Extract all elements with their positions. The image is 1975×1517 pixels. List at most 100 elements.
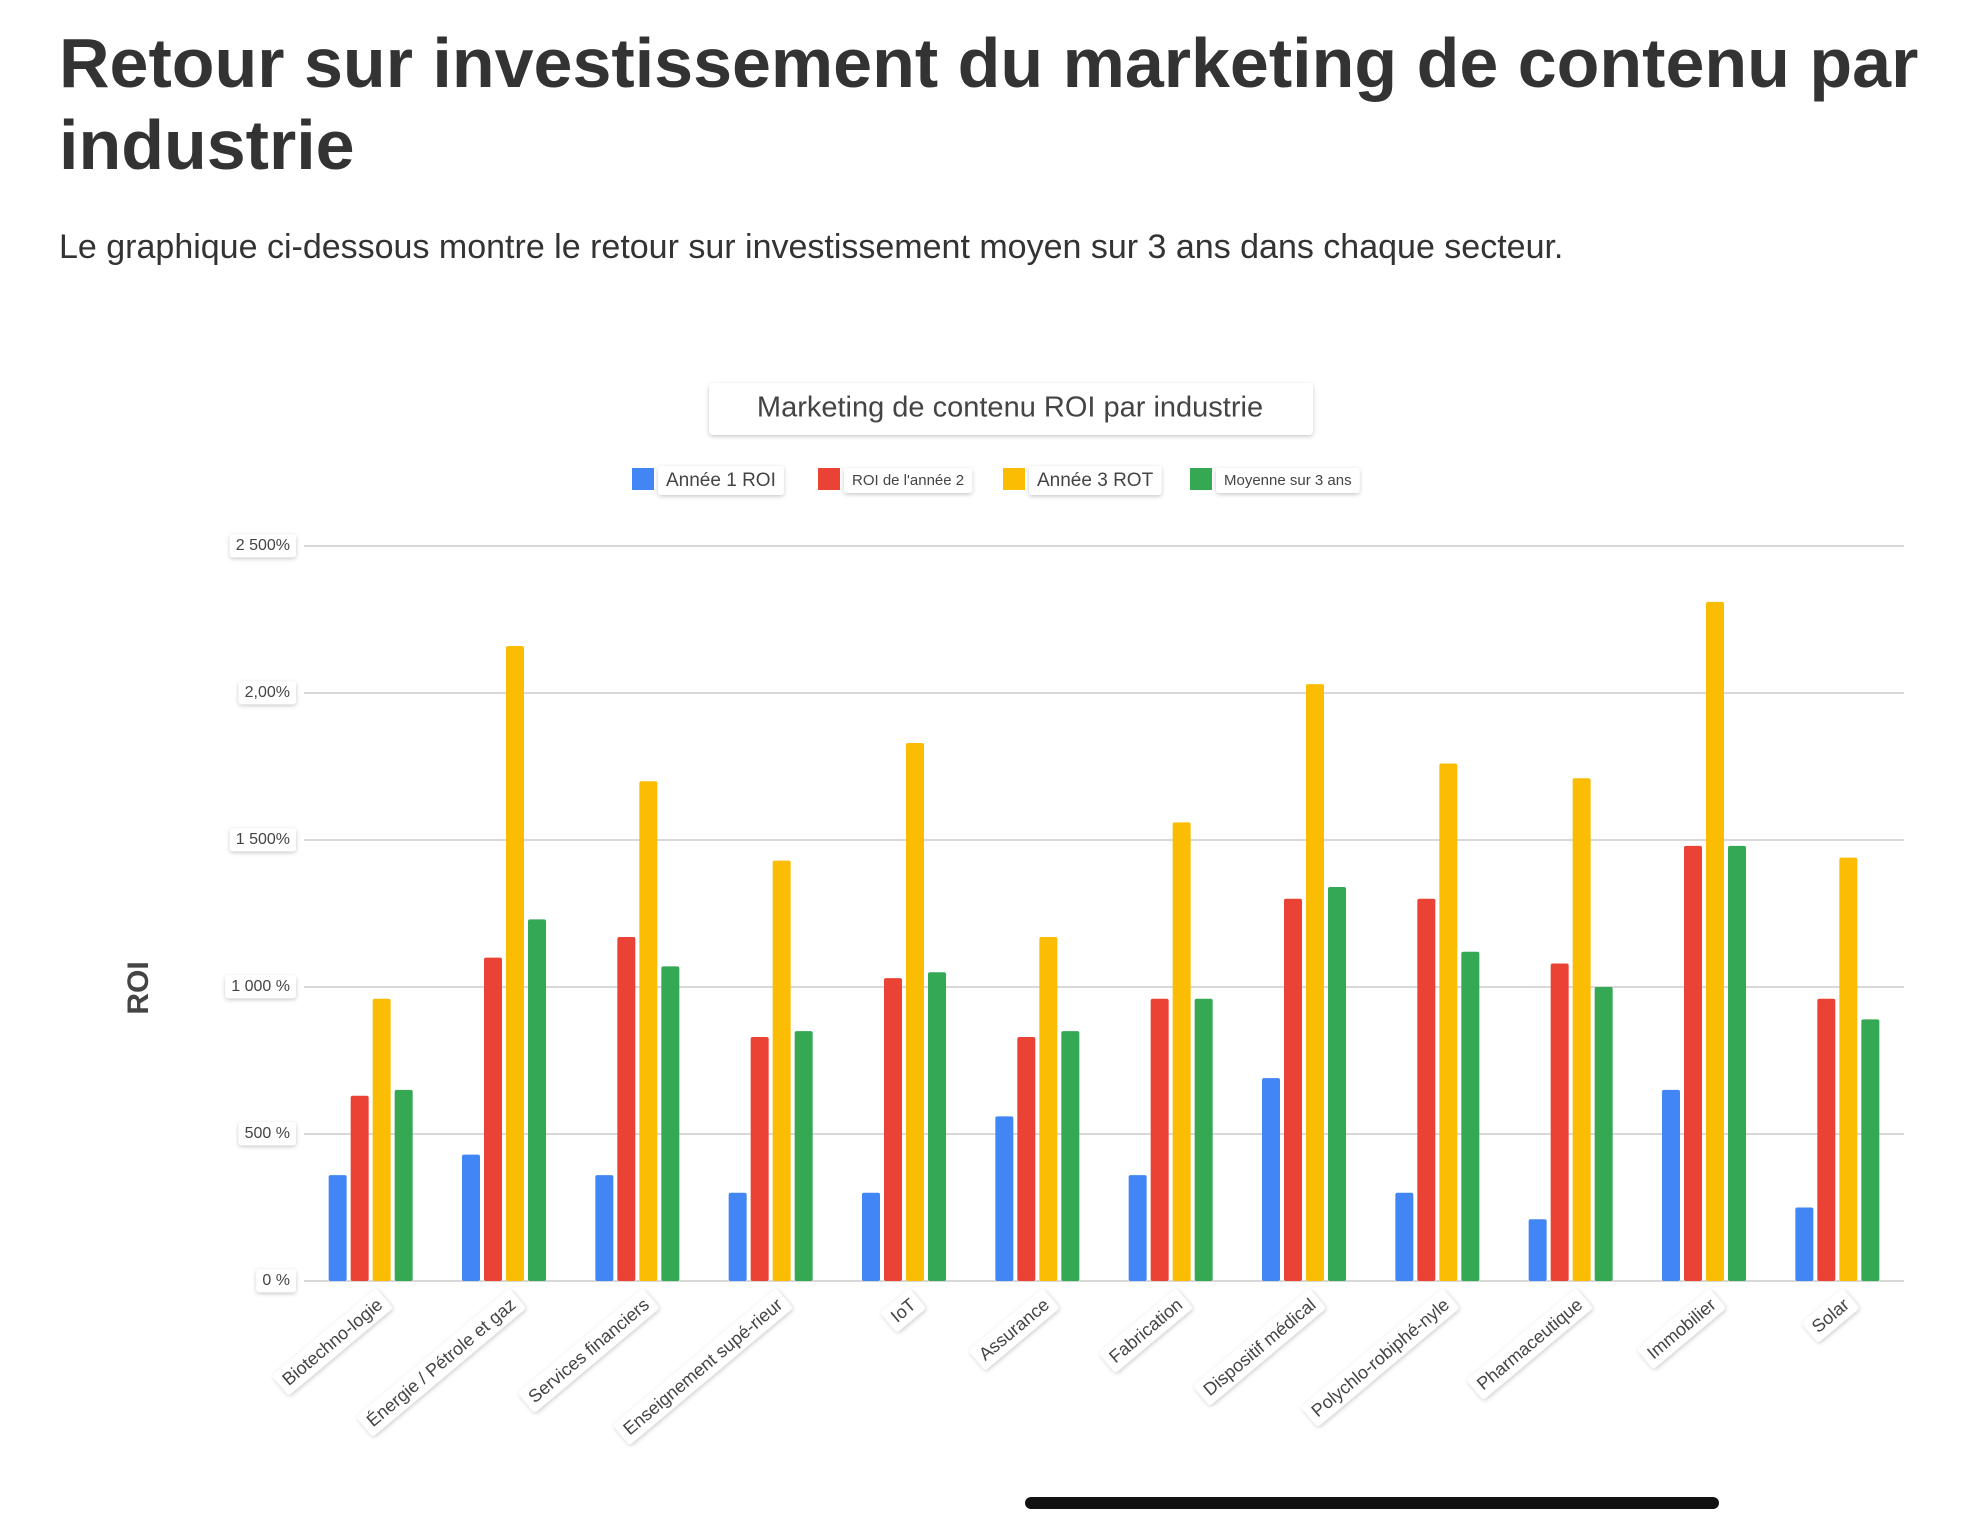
bar <box>906 742 924 1281</box>
y-tick-label: 2 500% <box>236 537 290 554</box>
bar <box>1528 1219 1547 1281</box>
label-box <box>519 1289 659 1412</box>
legend-label: Année 1 ROI <box>666 470 776 491</box>
label-box <box>1029 466 1162 496</box>
y-tick-label: 2,00% <box>245 684 290 701</box>
label-box <box>229 534 296 558</box>
label-box <box>229 828 296 852</box>
y-axis-title: ROI <box>122 961 155 1014</box>
bar <box>1417 898 1436 1281</box>
x-tick-label: Fabrication <box>1105 1294 1186 1367</box>
bar <box>394 1089 413 1281</box>
bar <box>617 937 636 1281</box>
bar <box>462 1154 480 1281</box>
label-box <box>969 1289 1059 1370</box>
bar <box>862 1192 880 1281</box>
legend-swatch <box>1190 468 1212 490</box>
y-tick-label: 1 000 % <box>231 978 290 995</box>
y-tick-label: 1 500% <box>236 831 290 848</box>
bar <box>595 1175 614 1281</box>
bar <box>661 966 680 1281</box>
label-box <box>238 1122 296 1146</box>
bar <box>1439 763 1458 1281</box>
label-box <box>1302 1289 1459 1426</box>
chart-title: Marketing de contenu ROI par industrie <box>757 392 1263 424</box>
label-box <box>844 467 973 493</box>
bar <box>728 1192 747 1281</box>
bar <box>372 998 391 1281</box>
bar <box>506 645 524 1281</box>
bar <box>528 919 546 1281</box>
x-tick-label: Biotechno-logie <box>278 1294 386 1389</box>
bar <box>1061 1031 1080 1281</box>
x-tick-label: Dispositif médical <box>1199 1294 1319 1399</box>
bar <box>1706 601 1724 1281</box>
label-box <box>881 1289 925 1332</box>
legend-label: ROI de l'année 2 <box>852 472 964 489</box>
bar <box>1684 845 1702 1281</box>
bar <box>1194 998 1213 1281</box>
label-box <box>1099 1289 1192 1372</box>
legend-label: Moyenne sur 3 ans <box>1224 472 1352 489</box>
bar <box>750 1036 769 1281</box>
chart-title-box <box>709 383 1313 435</box>
bar <box>1150 998 1169 1281</box>
bar <box>350 1095 369 1281</box>
x-tick-label: Pharmaceutique <box>1473 1294 1586 1394</box>
bar <box>1284 898 1302 1281</box>
x-tick-label: Immobilier <box>1643 1294 1719 1363</box>
bar <box>794 1031 813 1281</box>
label-box <box>357 1289 525 1436</box>
bar <box>1795 1207 1814 1281</box>
bar <box>1306 684 1324 1281</box>
bar <box>1461 951 1480 1281</box>
bar <box>995 1116 1014 1281</box>
page-subtitle: Le graphique ci-dessous montre le retour… <box>59 228 1564 266</box>
bar <box>1728 845 1746 1281</box>
y-tick-label: 0 % <box>262 1272 290 1289</box>
label-box <box>1216 467 1360 493</box>
label-box <box>1194 1289 1325 1405</box>
y-tick-label: 500 % <box>245 1125 290 1142</box>
bar <box>1572 778 1591 1281</box>
label-box <box>273 1289 392 1395</box>
bar <box>884 978 902 1281</box>
bar <box>1017 1036 1036 1281</box>
home-indicator <box>1025 1497 1719 1509</box>
bar <box>1328 887 1346 1281</box>
label-box <box>658 466 784 496</box>
label-box <box>1637 1289 1725 1368</box>
bar <box>484 957 502 1281</box>
x-tick-label: Polychlo-robiphé-nyle <box>1308 1294 1453 1421</box>
legend-label: Année 3 ROT <box>1037 470 1154 491</box>
bar <box>639 781 658 1281</box>
bar <box>1128 1175 1147 1281</box>
x-tick-label: Énergie / Pétrole et gaz <box>363 1294 520 1430</box>
page-title: Retour sur investissement du marketing d… <box>59 24 1919 184</box>
x-tick-label: Assurance <box>975 1294 1053 1364</box>
bar <box>1039 937 1058 1281</box>
bar <box>772 860 791 1281</box>
label-box <box>1467 1289 1592 1399</box>
legend-swatch <box>818 468 840 490</box>
x-tick-label: Services financiers <box>524 1294 653 1406</box>
legend-swatch <box>1003 468 1025 490</box>
label-box <box>238 681 296 705</box>
bar <box>1172 822 1191 1281</box>
bar <box>1262 1078 1280 1281</box>
bar <box>1839 857 1858 1281</box>
label-box <box>1802 1289 1859 1342</box>
bar <box>1395 1192 1414 1281</box>
bar <box>928 972 946 1281</box>
label-box <box>614 1289 792 1444</box>
bar <box>1662 1089 1680 1281</box>
bar <box>1550 963 1569 1281</box>
bar <box>1817 998 1836 1281</box>
bar <box>1861 1019 1880 1281</box>
label-box <box>225 975 296 999</box>
bar <box>328 1175 347 1281</box>
legend-swatch <box>632 468 654 490</box>
label-box <box>256 1269 296 1293</box>
